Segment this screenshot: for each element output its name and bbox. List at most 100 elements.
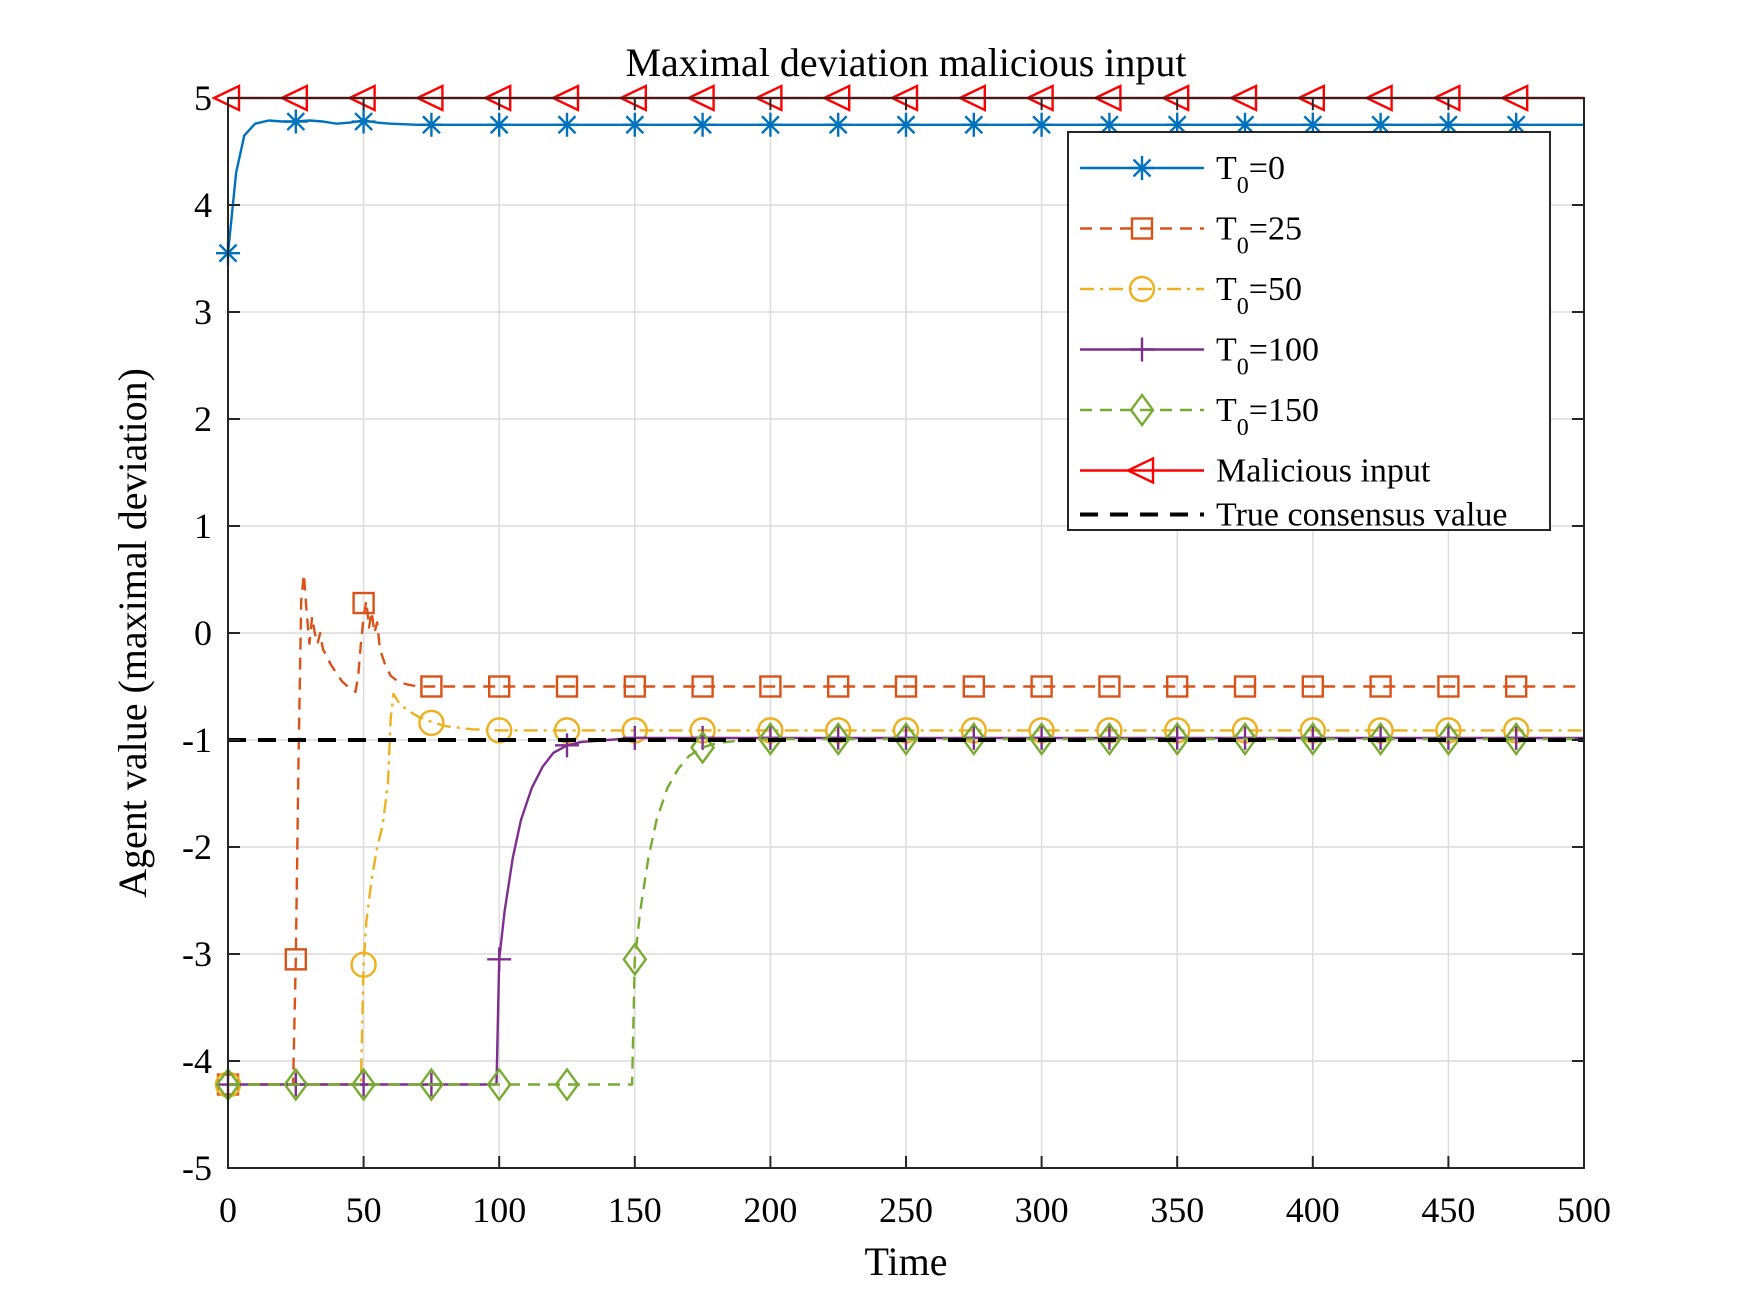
asterisk-stroke [1132,158,1152,178]
y-tick-label: 4 [194,185,212,225]
asterisk-stroke [422,115,441,135]
circle-marker [418,709,445,737]
asterisk-marker [351,109,376,134]
asterisk-marker [894,112,918,137]
legend-label: T0=150 [1216,392,1319,441]
y-tick-label: -1 [182,720,212,760]
diamond-marker [893,721,919,756]
asterisk-stroke [1100,115,1119,135]
x-tick-label: 150 [608,1190,662,1230]
asterisk-marker [758,112,783,137]
square-marker [1504,675,1528,698]
diamond-marker [757,721,783,756]
y-tick-label: -3 [182,934,212,974]
square-marker [1130,217,1154,240]
y-tick-label: 5 [194,78,212,118]
legend-label: T0=25 [1216,211,1302,260]
square-marker [284,948,307,971]
asterisk-stroke [761,115,780,135]
asterisk-stroke [286,112,306,131]
y-tick-label: -5 [182,1148,212,1188]
x-tick-label: 50 [346,1190,382,1230]
square-marker [1437,675,1460,698]
x-tick-label: 350 [1150,1190,1204,1230]
y-tick-label: -2 [182,827,212,867]
legend-label: T0=0 [1216,150,1285,199]
asterisk-stroke [828,115,848,135]
diamond-marker [351,1067,377,1102]
x-axis-label: Time [864,1239,947,1284]
y-tick-label: 1 [194,506,212,546]
asterisk-marker [1130,156,1154,180]
diamond-marker [1232,721,1258,756]
asterisk-stroke [1439,115,1458,135]
diamond-marker [1129,392,1155,428]
square-marker [827,675,850,698]
asterisk-stroke [1032,115,1051,135]
square-marker [1301,675,1325,698]
square-marker [1165,675,1189,698]
legend-label: True consensus value [1216,497,1508,534]
diamond-marker [1096,721,1122,756]
asterisk-stroke [1506,115,1526,135]
square-marker [420,675,443,698]
series-layer [211,84,1584,1102]
legend: T0=0 T0=25 T0=50 T0=100 T0=150 Malicious inpu… [1067,131,1551,534]
diamond-marker [554,1067,580,1102]
square-marker [1030,675,1053,698]
asterisk-stroke [693,115,712,135]
x-tick-label: 400 [1286,1190,1340,1230]
asterisk-marker [1097,112,1122,137]
square-marker [894,675,918,698]
legend-box [1067,131,1551,531]
circle-marker [486,717,513,744]
asterisk-marker [555,112,579,137]
x-tick-label: 0 [219,1190,237,1230]
asterisk-marker [487,112,512,137]
x-tick-label: 250 [879,1190,933,1230]
triangle-marker [1125,456,1155,485]
square-marker [352,591,375,615]
square-marker [1098,675,1121,698]
square-marker [1369,675,1392,698]
asterisk-marker [961,112,986,137]
square-marker [759,675,782,698]
x-tick-label: 200 [743,1190,797,1230]
circle-marker [1128,275,1156,303]
plus-marker [622,725,647,750]
square-marker [488,675,511,698]
square-marker [962,675,985,698]
series-line [228,573,1584,1086]
diamond-marker [283,1067,309,1102]
asterisk-stroke [1167,115,1187,135]
asterisk-stroke [896,115,916,135]
y-tick-label: -4 [182,1041,212,1081]
y-tick-label: 0 [194,613,212,653]
legend-label: T0=100 [1216,332,1319,381]
series-1 [216,573,1584,1096]
x-tick-label: 450 [1421,1190,1475,1230]
plus-marker [1130,337,1154,362]
asterisk-marker [690,112,715,137]
series-line [228,692,1584,1086]
legend-label: T0=50 [1216,271,1302,320]
asterisk-marker [826,112,851,137]
diamond-marker [1368,721,1394,756]
diamond-marker [622,942,648,977]
chart-title: Maximal deviation malicious input [625,40,1186,85]
asterisk-stroke [354,112,373,131]
legend-label: Malicious input [1216,453,1431,490]
square-marker [1233,675,1257,698]
plus-marker [487,947,512,972]
asterisk-stroke [625,115,645,135]
asterisk-stroke [489,115,509,135]
asterisk-marker [419,112,444,137]
x-tick-label: 300 [1015,1190,1069,1230]
series-4 [215,721,1584,1102]
diamond-marker [1164,721,1190,756]
y-tick-label: 3 [194,292,212,332]
asterisk-stroke [964,115,984,135]
diamond-marker [1503,721,1529,756]
diamond-marker [690,730,716,765]
